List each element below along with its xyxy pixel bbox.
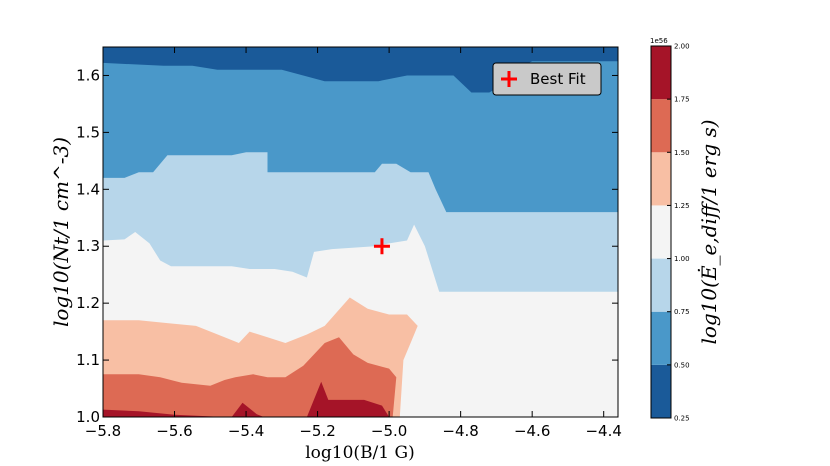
colorbar-frame bbox=[650, 45, 672, 419]
colorbar-tick-label: 1.00 bbox=[674, 255, 690, 263]
colorbar-tick-label: 0.75 bbox=[674, 308, 690, 316]
legend-label: Best Fit bbox=[530, 70, 586, 88]
y-tick-label: 1.3 bbox=[76, 237, 100, 255]
colorbar bbox=[651, 46, 671, 418]
colorbar-tick-label: 1.75 bbox=[674, 96, 690, 104]
y-tick-label: 1.2 bbox=[76, 294, 100, 312]
contour-regions bbox=[103, 47, 618, 417]
colorbar-band bbox=[651, 46, 671, 100]
y-tick-label: 1.5 bbox=[76, 123, 100, 141]
colorbar-tick-label: 0.25 bbox=[674, 415, 690, 423]
contour-region-7 bbox=[231, 402, 264, 417]
legend-marker-icon bbox=[501, 71, 517, 87]
colorbar-band bbox=[651, 152, 671, 206]
colorbar-scale-label: 1e56 bbox=[650, 37, 668, 45]
y-axis-ticks: 1.0 1.1 1.2 1.3 1.4 1.5 1.6 bbox=[76, 66, 618, 426]
legend: Best Fit bbox=[492, 62, 602, 96]
y-tick-label: 1.6 bbox=[76, 66, 100, 84]
colorbar-label: log10(Ė_e,diff/1 erg s) bbox=[697, 119, 721, 344]
colorbar-band bbox=[651, 311, 671, 365]
x-tick-label: −5.0 bbox=[371, 422, 407, 440]
contour-region-6 bbox=[103, 409, 225, 417]
colorbar-tick-label: 0.50 bbox=[674, 361, 690, 369]
x-tick-label: −4.4 bbox=[585, 422, 621, 440]
colorbar-tick-label: 1.25 bbox=[674, 202, 690, 210]
y-tick-label: 1.1 bbox=[76, 351, 100, 369]
colorbar-ticks: 0.25 0.50 0.75 1.00 1.25 1.50 1.75 2.00 bbox=[667, 43, 690, 423]
x-axis-ticks: −5.8 −5.6 −5.4 −5.2 −5.0 −4.8 −4.6 −4.4 bbox=[85, 47, 622, 440]
y-axis-label: log10(Nt/1 cm^-3) bbox=[49, 137, 73, 327]
x-tick-label: −5.4 bbox=[228, 422, 264, 440]
best-fit-marker bbox=[373, 238, 390, 255]
contour-region-1 bbox=[103, 47, 618, 93]
y-tick-label: 1.4 bbox=[76, 180, 100, 198]
best-fit-markers bbox=[373, 238, 390, 255]
x-tick-label: −5.2 bbox=[299, 422, 335, 440]
x-tick-label: −4.6 bbox=[514, 422, 550, 440]
colorbar-band bbox=[651, 205, 671, 259]
contour-region-8 bbox=[306, 381, 390, 417]
contour-region-9 bbox=[510, 394, 618, 417]
legend-box bbox=[492, 62, 602, 96]
colorbar-tick-label: 1.50 bbox=[674, 149, 690, 157]
colorbar-tick-label: 2.00 bbox=[674, 43, 690, 51]
x-axis-label: log10(B/1 G) bbox=[305, 443, 414, 463]
x-tick-label: −5.6 bbox=[156, 422, 192, 440]
x-tick-label: −5.8 bbox=[85, 422, 121, 440]
colorbar-band bbox=[651, 99, 671, 153]
colorbar-band bbox=[651, 364, 671, 418]
y-tick-label: 1.0 bbox=[76, 408, 100, 426]
colorbar-band bbox=[651, 258, 671, 312]
plot-frame bbox=[102, 46, 619, 418]
x-tick-label: −4.8 bbox=[442, 422, 478, 440]
